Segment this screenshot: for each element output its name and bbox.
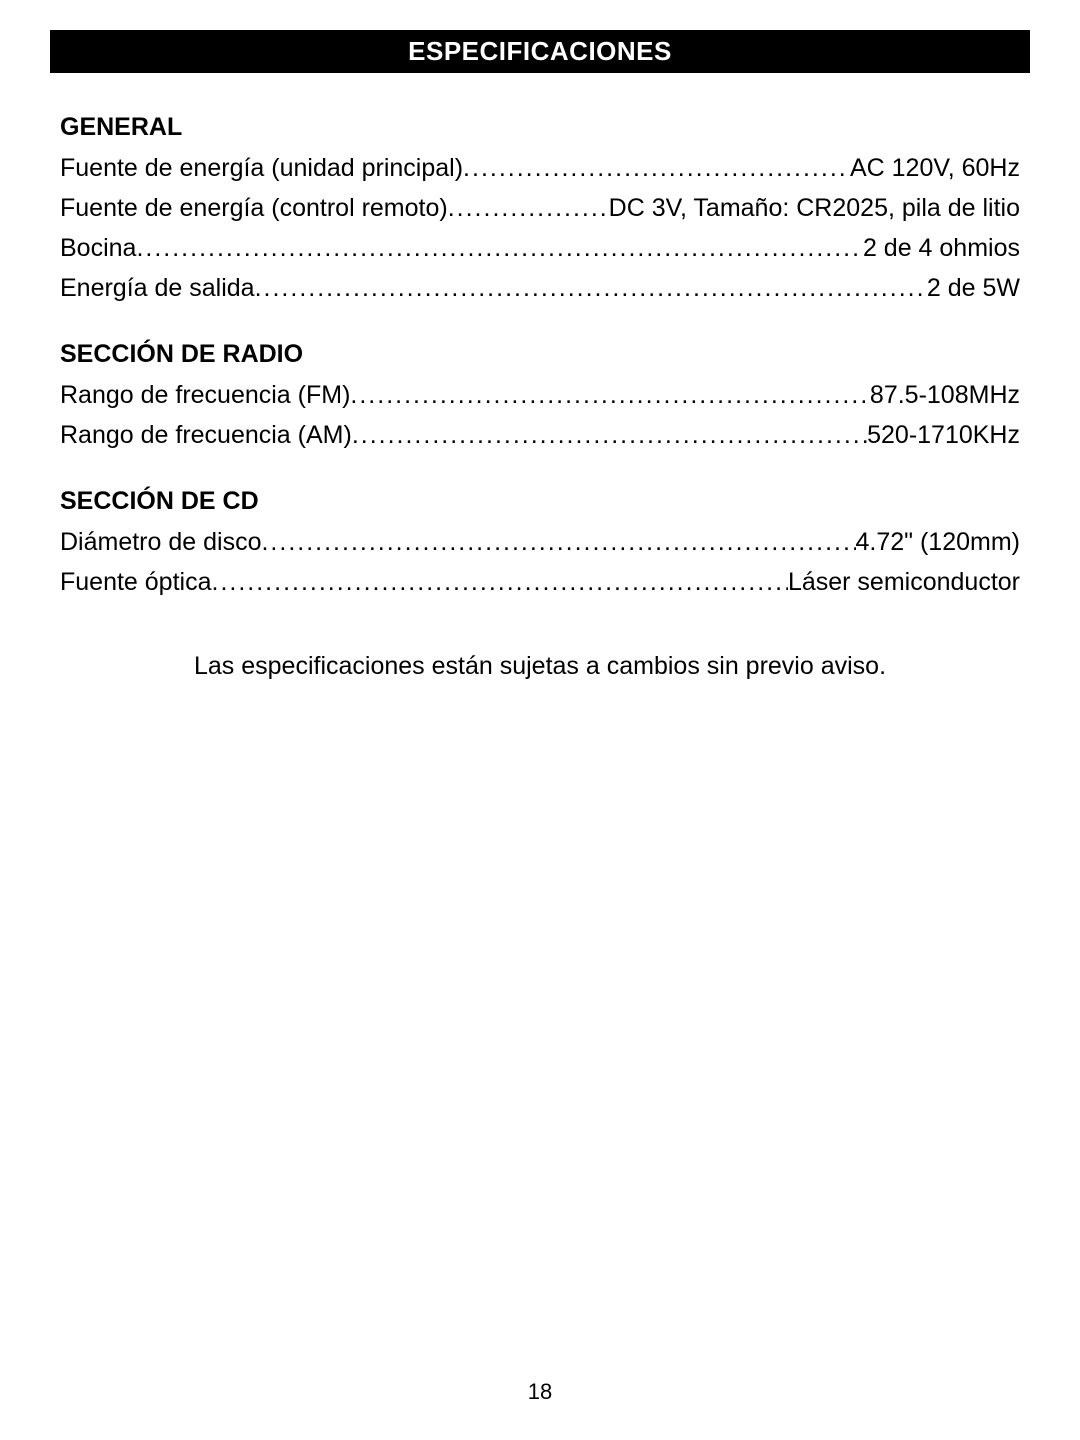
spec-value: 87.5-108MHz (870, 375, 1020, 415)
content-area: GENERAL Fuente de energía (unidad princi… (50, 73, 1030, 681)
section-heading-radio: SECCIÓN DE RADIO (60, 340, 1020, 369)
page-title: ESPECIFICACIONES (408, 36, 672, 66)
leader-dots (261, 522, 855, 562)
spec-label: Rango de frecuencia (FM) (60, 375, 350, 415)
spec-row: Diámetro de disco 4.72" (120mm) (60, 522, 1020, 562)
spec-label: Fuente de energía (control remoto) (60, 188, 448, 228)
spec-value: 2 de 4 ohmios (863, 228, 1020, 268)
section-heading-general: GENERAL (60, 113, 1020, 142)
spec-label: Fuente óptica (60, 562, 212, 602)
spec-value: Láser semiconductor (788, 562, 1020, 602)
spec-row: Rango de frecuencia (AM) 520-1710KHz (60, 415, 1020, 455)
spec-row: Fuente óptica Láser semiconductor (60, 562, 1020, 602)
spec-value: DC 3V, Tamaño: CR2025, pila de litio (609, 188, 1020, 228)
spec-row: Rango de frecuencia (FM) 87.5-108MHz (60, 375, 1020, 415)
spec-label: Bocina (60, 228, 136, 268)
spec-row: Fuente de energía (unidad principal) AC … (60, 148, 1020, 188)
leader-dots (463, 148, 850, 188)
page-title-bar: ESPECIFICACIONES (50, 30, 1030, 73)
spec-value: 520-1710KHz (867, 415, 1020, 455)
spec-value: 2 de 5W (927, 268, 1020, 308)
leader-dots (212, 562, 788, 602)
footnote: Las especificaciones están sujetas a cam… (60, 652, 1020, 681)
spec-label: Energía de salida (60, 268, 255, 308)
leader-dots (448, 188, 609, 228)
spec-row: Fuente de energía (control remoto) DC 3V… (60, 188, 1020, 228)
spec-label: Rango de frecuencia (AM) (60, 415, 352, 455)
spec-value: AC 120V, 60Hz (850, 148, 1020, 188)
leader-dots (255, 268, 927, 308)
leader-dots (136, 228, 863, 268)
leader-dots (350, 375, 870, 415)
section-heading-cd: SECCIÓN DE CD (60, 487, 1020, 516)
leader-dots (352, 415, 867, 455)
spec-row: Energía de salida 2 de 5W (60, 268, 1020, 308)
spec-value: 4.72" (120mm) (856, 522, 1021, 562)
spec-row: Bocina 2 de 4 ohmios (60, 228, 1020, 268)
spec-label: Diámetro de disco (60, 522, 261, 562)
spec-label: Fuente de energía (unidad principal) (60, 148, 463, 188)
page-number: 18 (0, 1379, 1080, 1405)
